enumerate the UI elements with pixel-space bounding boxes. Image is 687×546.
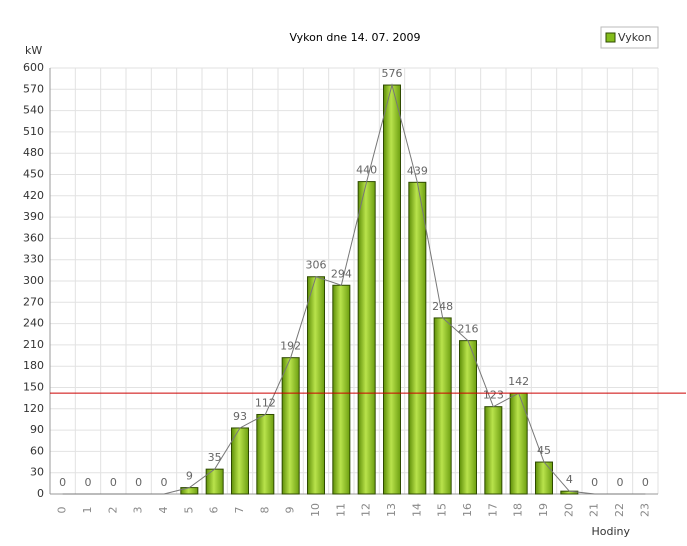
- value-label: 45: [537, 444, 551, 457]
- x-tick-label: 18: [512, 503, 525, 517]
- x-tick-label: 4: [157, 507, 170, 514]
- x-tick-label: 11: [334, 503, 347, 517]
- value-label: 93: [233, 410, 247, 423]
- value-label: 35: [208, 451, 222, 464]
- x-tick-label: 14: [410, 503, 423, 517]
- x-tick-label: 6: [208, 507, 221, 514]
- x-tick-label: 8: [258, 507, 271, 514]
- bar: [433, 317, 452, 495]
- value-label: 9: [186, 470, 193, 483]
- y-tick-label: 0: [37, 487, 44, 500]
- x-tick-label: 16: [461, 503, 474, 517]
- y-tick-label: 60: [30, 444, 44, 457]
- value-label: 0: [591, 476, 598, 489]
- bar: [357, 181, 376, 495]
- bar: [484, 406, 503, 495]
- x-axis-label: Hodiny: [591, 525, 630, 538]
- x-tick-label: 22: [613, 503, 626, 517]
- y-tick-label: 300: [23, 274, 44, 287]
- y-axis-label: kW: [25, 44, 42, 57]
- x-tick-label: 2: [106, 507, 119, 514]
- x-tick-label: 20: [562, 503, 575, 517]
- value-label: 123: [483, 389, 504, 402]
- y-tick-label: 150: [23, 381, 44, 394]
- x-tick-label: 10: [309, 503, 322, 517]
- y-tick-label: 360: [23, 231, 44, 244]
- bar: [281, 357, 300, 495]
- y-tick-label: 450: [23, 168, 44, 181]
- value-label: 0: [642, 476, 649, 489]
- bar: [535, 461, 553, 495]
- value-label: 0: [110, 476, 117, 489]
- y-tick-label: 30: [30, 466, 44, 479]
- legend-label: Vykon: [618, 31, 651, 44]
- x-tick-label: 3: [132, 507, 145, 514]
- legend: [600, 26, 659, 49]
- x-tick-label: 0: [56, 507, 69, 514]
- value-label: 294: [331, 267, 352, 280]
- bar: [307, 276, 325, 495]
- trend-line: [62, 83, 646, 495]
- y-tick-label: 270: [23, 295, 44, 308]
- value-label: 306: [306, 259, 327, 272]
- bar: [332, 284, 351, 495]
- value-label: 0: [617, 476, 624, 489]
- x-tick-label: 21: [588, 503, 601, 517]
- x-tick-label: 19: [537, 503, 550, 517]
- x-tick-label: 9: [284, 507, 297, 514]
- y-tick-label: 180: [23, 359, 44, 372]
- x-tick-label: 13: [385, 503, 398, 517]
- x-tick-label: 7: [233, 507, 246, 514]
- value-label: 248: [432, 300, 453, 313]
- x-tick-label: 23: [638, 503, 651, 517]
- y-tick-label: 210: [23, 338, 44, 351]
- y-tick-label: 570: [23, 82, 44, 95]
- value-label: 0: [135, 476, 142, 489]
- value-label: 440: [356, 164, 377, 177]
- value-label: 4: [566, 473, 573, 486]
- bar: [383, 84, 401, 495]
- y-tick-label: 330: [23, 253, 44, 266]
- chart-title: Vykon dne 14. 07. 2009: [289, 31, 420, 44]
- y-tick-label: 420: [23, 189, 44, 202]
- y-tick-label: 600: [23, 61, 44, 74]
- bar: [408, 181, 427, 495]
- value-label: 142: [508, 375, 529, 388]
- value-label: 439: [407, 164, 428, 177]
- value-label: 576: [382, 67, 403, 80]
- y-tick-label: 510: [23, 125, 44, 138]
- x-tick-label: 12: [360, 503, 373, 517]
- x-tick-label: 15: [436, 503, 449, 517]
- x-tick-label: 1: [81, 507, 94, 514]
- y-tick-label: 90: [30, 423, 44, 436]
- value-label: 216: [458, 323, 479, 336]
- y-tick-label: 480: [23, 146, 44, 159]
- y-tick-label: 390: [23, 210, 44, 223]
- bar: [256, 413, 275, 495]
- bar: [180, 487, 199, 495]
- value-label: 112: [255, 396, 276, 409]
- value-label: 192: [280, 340, 301, 353]
- bar: [459, 340, 477, 495]
- y-tick-label: 120: [23, 402, 44, 415]
- x-tick-label: 17: [486, 503, 499, 517]
- value-label: 0: [85, 476, 92, 489]
- legend-swatch: [605, 32, 616, 43]
- value-label: 0: [161, 476, 168, 489]
- value-label: 0: [59, 476, 66, 489]
- y-tick-label: 240: [23, 317, 44, 330]
- x-tick-label: 5: [182, 507, 195, 514]
- y-tick-label: 540: [23, 104, 44, 117]
